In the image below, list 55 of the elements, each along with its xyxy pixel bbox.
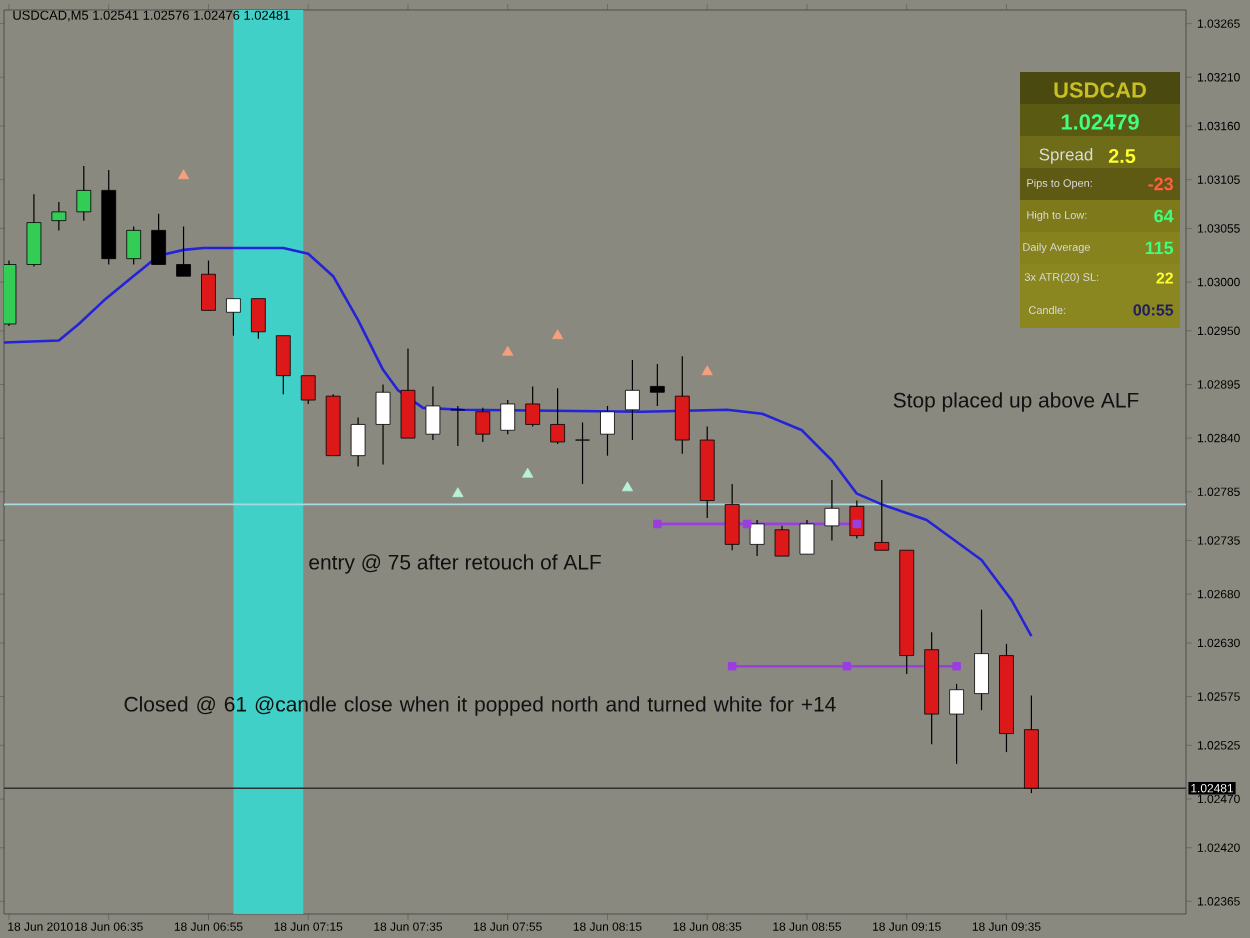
candlestick bbox=[500, 399, 516, 435]
annotation: 1.02479 bbox=[1061, 114, 1139, 130]
candlestick bbox=[300, 375, 316, 405]
candlestick bbox=[201, 260, 216, 311]
candlestick bbox=[375, 383, 391, 466]
annotation: Stop placed up above ALF bbox=[893, 392, 1139, 412]
candlestick bbox=[949, 683, 964, 765]
point bbox=[452, 487, 464, 498]
candlestick bbox=[151, 213, 166, 266]
candlestick bbox=[275, 335, 291, 395]
candlestick bbox=[649, 363, 665, 407]
point bbox=[742, 519, 752, 529]
annotation: Spread bbox=[1039, 148, 1093, 164]
candlestick bbox=[974, 609, 989, 711]
candlestick bbox=[475, 407, 491, 443]
point bbox=[852, 519, 862, 529]
candlestick bbox=[26, 193, 42, 268]
candlestick bbox=[76, 165, 92, 222]
point bbox=[727, 662, 737, 671]
candlestick bbox=[724, 483, 740, 551]
point bbox=[621, 481, 633, 492]
candlestick bbox=[126, 225, 142, 266]
point bbox=[502, 345, 514, 356]
annotation: 2.5 bbox=[1108, 148, 1136, 164]
point bbox=[177, 169, 190, 180]
candlestick bbox=[425, 385, 441, 441]
point bbox=[701, 365, 713, 376]
candlestick bbox=[550, 387, 565, 445]
candlestick bbox=[450, 405, 466, 447]
annotation: 64 bbox=[1154, 209, 1174, 223]
candlestick bbox=[799, 519, 815, 555]
annotation: USDCAD bbox=[1054, 82, 1146, 98]
annotation: entry @ 75 after retouch of ALF bbox=[309, 554, 601, 574]
point bbox=[552, 329, 564, 340]
candlestick bbox=[176, 225, 191, 277]
candlestick bbox=[575, 421, 590, 485]
candlestick bbox=[525, 385, 541, 427]
candlestick bbox=[625, 359, 640, 441]
candlestick bbox=[824, 479, 840, 542]
candlestick bbox=[874, 479, 890, 551]
annotation: 115 bbox=[1145, 241, 1174, 255]
point bbox=[653, 519, 662, 529]
candlestick bbox=[774, 525, 790, 557]
candlestick bbox=[51, 201, 67, 231]
candlestick bbox=[250, 298, 266, 340]
candlestick bbox=[350, 417, 366, 467]
candlestick bbox=[674, 355, 690, 455]
annotation: Closed @ 61 @candle close when it popped north and turned white for +14 bbox=[124, 696, 836, 716]
annotation: -23 bbox=[1148, 177, 1173, 191]
point bbox=[522, 467, 534, 478]
point bbox=[842, 662, 852, 671]
candlestick bbox=[400, 347, 416, 439]
candlestick bbox=[600, 405, 615, 457]
candlestick bbox=[226, 298, 241, 337]
point bbox=[952, 662, 961, 671]
